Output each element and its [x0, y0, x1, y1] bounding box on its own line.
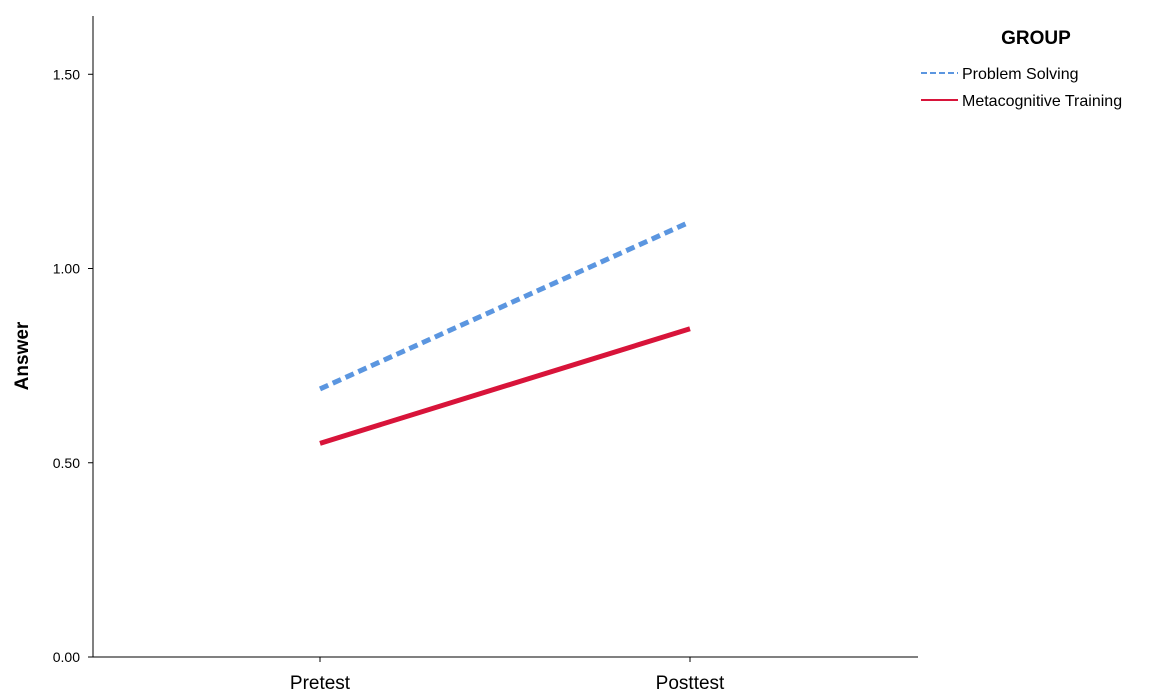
y-tick-label: 0.50	[53, 455, 80, 471]
y-tick-label: 0.00	[53, 649, 80, 665]
legend-label: Problem Solving	[962, 66, 1079, 83]
axes	[92, 16, 918, 658]
series-line-metacognitive-training	[319, 326, 691, 446]
y-axis-label: Answer	[12, 321, 33, 390]
y-axis-ticks: 0.00 0.50 1.00 1.50	[53, 66, 93, 665]
series-line-problem-solving	[318, 219, 692, 392]
x-axis-ticks: Pretest Posttest	[290, 657, 725, 694]
y-tick-label: 1.50	[53, 66, 80, 82]
y-tick-label: 1.00	[53, 261, 80, 277]
legend-label: Metacognitive Training	[962, 93, 1122, 110]
x-tick-label: Pretest	[290, 673, 351, 691]
series-lines	[318, 219, 692, 446]
legend: GROUP Problem Solving Metacognitive Train…	[921, 28, 1122, 110]
x-tick-label: Posttest	[656, 673, 725, 691]
legend-title: GROUP	[1001, 28, 1071, 49]
